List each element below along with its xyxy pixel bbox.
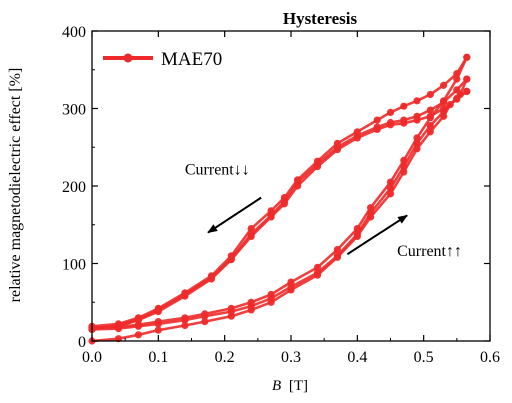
plot-frame <box>91 30 491 342</box>
data-point-5-16 <box>207 272 215 280</box>
x-tick-label: 0.3 <box>281 349 301 366</box>
data-point-3-14 <box>247 232 255 240</box>
data-point-5-8 <box>353 128 361 136</box>
data-point-1-1 <box>453 86 461 94</box>
series-line-0-curve-5 <box>91 56 468 328</box>
data-point-4-14 <box>386 178 395 186</box>
y-tick-label: 0 <box>78 334 86 351</box>
data-point-3-13 <box>267 213 275 221</box>
data-point-3-5 <box>400 119 408 127</box>
data-point-5-13 <box>267 207 275 215</box>
data-point-2-10 <box>313 269 322 277</box>
data-point-4-19 <box>453 75 461 83</box>
series-line-0-curve-1 <box>91 78 468 331</box>
chart-title: Hysteresis <box>283 9 358 28</box>
data-point-5-15 <box>227 252 235 260</box>
legend-label: MAE70 <box>161 49 222 70</box>
direction-arrow-1 <box>346 214 408 256</box>
x-tick-label: 0.0 <box>82 349 102 366</box>
data-point-5-7 <box>373 116 381 124</box>
direction-arrow-0 <box>207 196 262 234</box>
data-point-4-9 <box>287 278 295 286</box>
y-tick-label: 100 <box>62 257 86 274</box>
data-point-4-12 <box>353 225 361 233</box>
data-point-3-8 <box>353 134 361 142</box>
data-point-3-7 <box>373 125 381 133</box>
annotation-label-1: Current↑↑ <box>397 243 462 260</box>
data-point-5-3 <box>426 90 434 99</box>
data-layer <box>88 53 471 345</box>
data-point-4-15 <box>400 156 408 164</box>
x-axis-label-unit: [T] <box>289 378 308 394</box>
data-point-4-18 <box>440 97 448 105</box>
data-point-0-4 <box>181 321 189 330</box>
data-point-2-17 <box>426 122 434 130</box>
legend: MAE70 <box>103 49 222 70</box>
data-point-1-3 <box>426 106 434 114</box>
series-line-0-curve-4 <box>91 56 468 330</box>
data-point-4-13 <box>367 204 375 212</box>
x-axis-label: B [T] <box>272 378 308 394</box>
data-point-3-6 <box>386 121 395 129</box>
data-point-5-0 <box>463 53 471 61</box>
data-point-5-2 <box>440 81 448 89</box>
data-point-3-2 <box>440 104 448 113</box>
data-point-5-19 <box>134 314 142 322</box>
y-tick-label: 300 <box>62 102 86 119</box>
x-axis-label-variable: B <box>272 378 281 394</box>
legend-marker <box>123 53 133 63</box>
x-tick-label: 0.4 <box>347 349 367 366</box>
data-point-5-11 <box>294 176 302 184</box>
data-point-5-14 <box>247 225 255 233</box>
data-point-5-6 <box>386 108 395 116</box>
y-tick-label: 400 <box>62 24 86 41</box>
data-point-4-8 <box>267 290 275 299</box>
data-point-4-3 <box>154 318 162 326</box>
data-point-4-10 <box>313 263 322 271</box>
data-point-0-2 <box>134 331 142 339</box>
axes-layer: 0.0 0.1 0.2 0.3 0.4 0.5 0.6 0 100 200 300 400 <box>62 24 500 366</box>
data-point-5-18 <box>154 304 162 312</box>
data-point-1-0 <box>463 75 471 83</box>
data-point-4-5 <box>201 310 209 318</box>
data-point-4-2 <box>134 321 142 329</box>
annotation-label-0: Current↓↓ <box>185 161 250 178</box>
data-point-3-10 <box>313 163 322 171</box>
y-axis-label: relative magnetodielectric effect [%] <box>7 68 24 303</box>
data-point-5-4 <box>413 97 421 105</box>
x-tick-label: 0.1 <box>148 349 168 366</box>
data-point-3-12 <box>280 200 288 208</box>
data-point-3-9 <box>333 146 341 154</box>
data-point-4-6 <box>227 304 235 312</box>
data-point-5-17 <box>181 289 189 297</box>
x-tick-label: 0.5 <box>414 349 434 366</box>
x-tick-label: 0.6 <box>480 349 500 366</box>
data-point-5-10 <box>313 157 322 165</box>
data-point-5-5 <box>400 102 408 110</box>
data-point-2-11 <box>333 252 341 260</box>
annotation-layer: Current↓↓ Current↑↑ <box>185 161 462 259</box>
data-point-4-4 <box>181 314 189 322</box>
series-line-0-curve-3 <box>91 90 468 330</box>
data-point-5-1 <box>453 70 461 78</box>
data-point-0-5 <box>201 318 209 326</box>
data-point-5-9 <box>333 139 341 147</box>
data-point-4-17 <box>426 114 434 122</box>
data-point-3-4 <box>413 116 421 124</box>
data-point-5-20 <box>114 320 123 328</box>
data-point-4-11 <box>333 246 341 254</box>
data-point-5-12 <box>280 194 288 202</box>
x-tick-label: 0.2 <box>215 349 235 366</box>
y-tick-label: 200 <box>62 179 86 196</box>
data-point-4-16 <box>413 134 421 142</box>
data-point-0-3 <box>154 326 162 334</box>
data-point-4-7 <box>247 298 255 306</box>
series-line-0-curve-0 <box>91 78 468 343</box>
data-point-3-1 <box>453 95 461 103</box>
data-point-3-0 <box>463 87 471 95</box>
